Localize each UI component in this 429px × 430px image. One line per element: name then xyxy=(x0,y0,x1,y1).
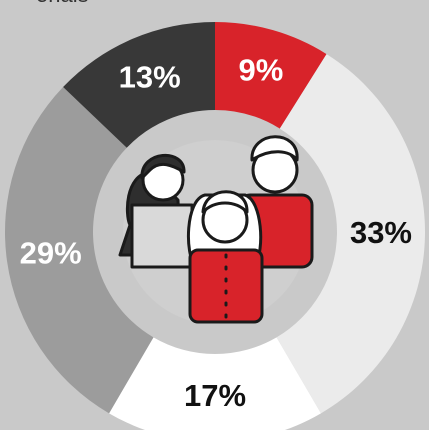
donut-segment xyxy=(4,87,154,414)
value-label: 29% xyxy=(20,235,82,270)
donut-segment xyxy=(109,337,321,430)
donut-segment xyxy=(63,22,215,148)
segments: 9% 33% 17% 29% 13% xyxy=(4,22,426,430)
value-label: 17% xyxy=(184,378,246,413)
value-label: 33% xyxy=(350,215,412,250)
illustration xyxy=(118,135,314,324)
value-label: 13% xyxy=(119,60,181,95)
donut-segment xyxy=(276,54,426,414)
donut-segment xyxy=(215,22,327,129)
value-label: 9% xyxy=(238,53,283,88)
chart-title: onals xyxy=(36,0,89,7)
